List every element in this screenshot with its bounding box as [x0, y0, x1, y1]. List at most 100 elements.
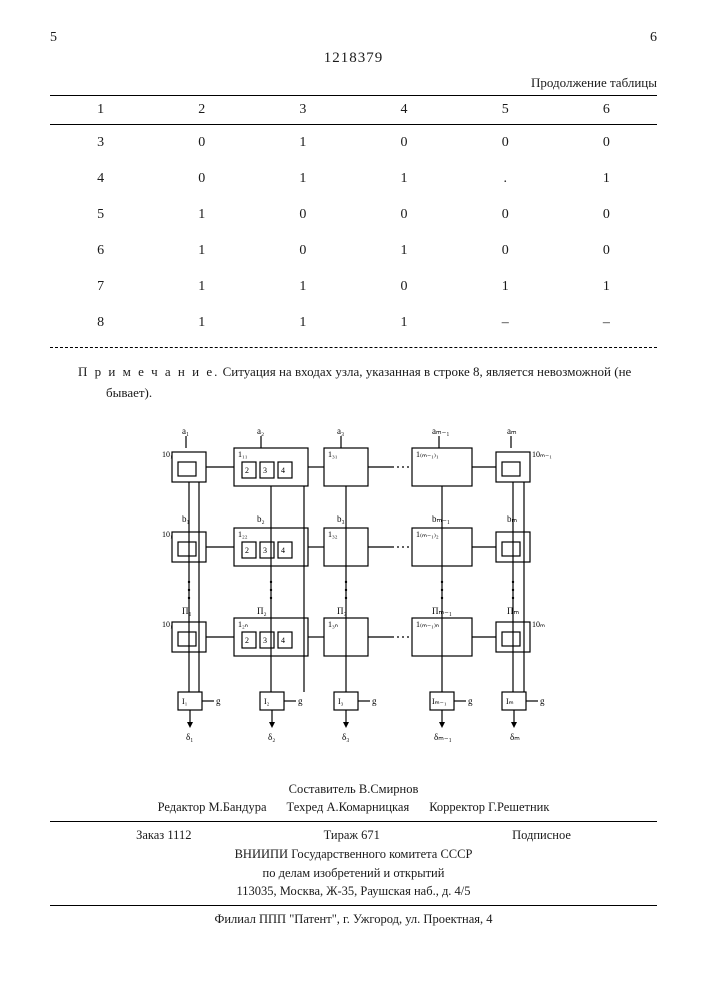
svg-text:Π₂: Π₂ [257, 606, 267, 616]
table-cell: 4 [50, 161, 151, 197]
editor: Редактор М.Бандура [158, 798, 267, 817]
table-cell: 1 [151, 233, 252, 269]
svg-text:1₃ₙ: 1₃ₙ [328, 620, 338, 629]
svg-text:Iₘ: Iₘ [506, 697, 514, 706]
svg-text:1₂ₙ: 1₂ₙ [238, 620, 248, 629]
col-header: 3 [252, 96, 353, 125]
label-a2: a₂ [257, 426, 264, 436]
circuit-diagram: a₁ a₂ a₃ aₘ₋₁ aₘ [144, 422, 564, 762]
rule [50, 905, 657, 906]
table-row: 711011 [50, 269, 657, 305]
credits: Составитель В.Смирнов Редактор М.Бандура… [50, 780, 657, 818]
pubinfo: Заказ 1112 Тираж 671 Подписное ВНИИПИ Го… [50, 826, 657, 901]
table-cell: 5 [50, 197, 151, 233]
compiler: Составитель В.Смирнов [50, 780, 657, 799]
svg-text:3: 3 [263, 636, 267, 645]
label-am: aₘ [507, 426, 517, 436]
svg-text:g: g [298, 696, 303, 706]
col-header: 4 [353, 96, 454, 125]
svg-text:1₃₁: 1₃₁ [328, 450, 338, 459]
table-cell: 1 [252, 161, 353, 197]
svg-text:b₃: b₃ [337, 514, 345, 524]
svg-text:δ₂: δ₂ [268, 732, 275, 742]
svg-text:δ₁: δ₁ [186, 732, 193, 742]
doc-number: 1218379 [50, 50, 657, 67]
table-cell: 1 [353, 305, 454, 341]
table-cell: 1 [252, 269, 353, 305]
svg-text:b₂: b₂ [257, 514, 265, 524]
table-cell: 0 [252, 197, 353, 233]
tech-editor: Техред А.Комарницкая [287, 798, 410, 817]
svg-text:2: 2 [245, 636, 249, 645]
filial: Филиал ППП "Патент", г. Ужгород, ул. Про… [50, 912, 657, 927]
svg-text:1₍ₘ₋₁₎₁: 1₍ₘ₋₁₎₁ [416, 450, 439, 459]
svg-text:4: 4 [281, 466, 285, 475]
order-number: Заказ 1112 [136, 826, 191, 845]
svg-text:10₁: 10₁ [162, 450, 173, 459]
svg-text:Iₘ₋₁: Iₘ₋₁ [432, 697, 447, 706]
table-cell: 1 [556, 161, 657, 197]
label-a3: a₃ [337, 426, 344, 436]
label-am1: aₘ₋₁ [432, 426, 450, 436]
table-cell: . [455, 161, 556, 197]
table-cell: 0 [151, 125, 252, 162]
table-cell: 3 [50, 125, 151, 162]
table-cell: 6 [50, 233, 151, 269]
svg-text:bₘ₋₁: bₘ₋₁ [432, 514, 450, 524]
table-cell: 0 [556, 125, 657, 162]
table-cell: 1 [151, 305, 252, 341]
footnote: П р и м е ч а н и е. Ситуация на входах … [78, 362, 657, 404]
table-row: 610100 [50, 233, 657, 269]
table-cell: 7 [50, 269, 151, 305]
col-header: 5 [455, 96, 556, 125]
table-cell: 0 [556, 233, 657, 269]
svg-text:1₃₂: 1₃₂ [328, 530, 338, 539]
subscription: Подписное [512, 826, 571, 845]
svg-text:1₂₂: 1₂₂ [238, 530, 248, 539]
org2: по делам изобретений и открытий [50, 864, 657, 883]
col-header: 2 [151, 96, 252, 125]
table-cell: 1 [353, 161, 454, 197]
svg-text:Π₃: Π₃ [337, 606, 347, 616]
rule [50, 821, 657, 822]
svg-text:1₍ₘ₋₁₎₂: 1₍ₘ₋₁₎₂ [416, 530, 439, 539]
svg-text:3: 3 [263, 546, 267, 555]
table-cell: 0 [556, 197, 657, 233]
table-row: 8111–– [50, 305, 657, 341]
note-label: П р и м е ч а н и е. [78, 364, 219, 379]
label-a1: a₁ [182, 426, 189, 436]
svg-text:1₍ₘ₋₁₎ₙ: 1₍ₘ₋₁₎ₙ [416, 620, 439, 629]
svg-text:10₁: 10₁ [162, 620, 173, 629]
svg-text:3: 3 [263, 466, 267, 475]
table-cell: 1 [151, 269, 252, 305]
table-cell: 1 [455, 269, 556, 305]
svg-text:g: g [372, 696, 377, 706]
svg-text:4: 4 [281, 636, 285, 645]
table-cell: – [455, 305, 556, 341]
table-cell: 0 [353, 197, 454, 233]
continuation-label: Продолжение таблицы [50, 75, 657, 91]
svg-text:bₘ: bₘ [507, 514, 518, 524]
table-row: 510000 [50, 197, 657, 233]
svg-text:g: g [216, 696, 221, 706]
svg-text:2: 2 [245, 466, 249, 475]
table-cell: 1 [353, 233, 454, 269]
table-row: 4011.1 [50, 161, 657, 197]
svg-text:1₁₁: 1₁₁ [238, 450, 248, 459]
svg-text:δₘ: δₘ [510, 732, 520, 742]
table-cell: 0 [353, 125, 454, 162]
table-cell: 0 [151, 161, 252, 197]
table-cell: 1 [252, 125, 353, 162]
table-cell: 1 [151, 197, 252, 233]
table-cell: 0 [455, 233, 556, 269]
org1: ВНИИПИ Государственного комитета СССР [50, 845, 657, 864]
svg-text:I₁: I₁ [182, 697, 188, 706]
table-row: 301000 [50, 125, 657, 162]
tirage: Тираж 671 [324, 826, 380, 845]
col-header: 1 [50, 96, 151, 125]
svg-text:g: g [540, 696, 545, 706]
table-cell: 1 [252, 305, 353, 341]
svg-text:10₁: 10₁ [162, 530, 173, 539]
table-cell: – [556, 305, 657, 341]
dashed-rule [50, 347, 657, 348]
